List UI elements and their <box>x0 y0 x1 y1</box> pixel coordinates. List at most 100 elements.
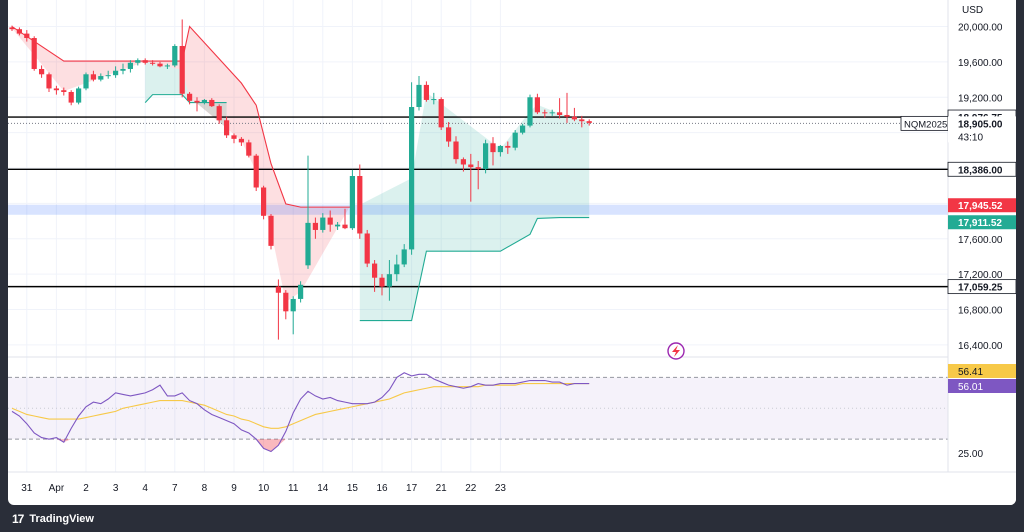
price-tick-label: 20,000.00 <box>958 23 1003 34</box>
candle-body <box>24 33 30 39</box>
candle-body <box>157 63 163 67</box>
candle-body <box>68 91 74 103</box>
zone-bottom-box <box>948 215 1016 230</box>
level-label-box <box>947 161 1016 177</box>
candle-body <box>497 145 503 153</box>
candle-body <box>61 90 67 92</box>
tradingview-brand[interactable]: 17 TradingView <box>12 512 94 526</box>
candle-body <box>557 112 563 115</box>
candle-body <box>416 84 422 108</box>
time-tick-label: 3 <box>113 483 119 494</box>
candle-body <box>379 277 385 287</box>
time-tick-label: 11 <box>288 483 299 494</box>
time-tick-label: 17 <box>406 483 418 494</box>
candle-body <box>46 74 52 89</box>
candle-body <box>201 99 207 103</box>
candle-body <box>305 222 311 266</box>
rsi-oversold-fill <box>12 439 590 452</box>
rsi-value-label: 56.41 <box>958 367 983 378</box>
candle-body <box>349 176 355 229</box>
candle-body <box>357 176 363 234</box>
candle-body <box>483 143 489 169</box>
candle-body <box>113 70 119 76</box>
candle-body <box>579 119 585 122</box>
candle-body <box>438 99 444 128</box>
level-label: 18,386.00 <box>958 165 1003 176</box>
candle-body <box>327 217 333 225</box>
candle-body <box>571 116 577 120</box>
time-tick-label: 2 <box>83 483 89 494</box>
candle-body <box>453 141 459 160</box>
supertrend-down-line <box>11 25 353 208</box>
lightning-icon[interactable] <box>667 342 685 360</box>
candle-body <box>564 114 570 117</box>
candle-body <box>401 249 407 265</box>
candle-body <box>120 68 126 71</box>
price-axis-bg <box>948 0 1016 505</box>
candle-body <box>275 286 281 293</box>
candle-body <box>246 142 252 156</box>
candle-body <box>460 159 466 165</box>
time-tick-label: 14 <box>317 483 329 494</box>
rsi-value-box <box>948 364 1016 378</box>
footer: 17 TradingView <box>0 505 1024 532</box>
candle-body <box>512 132 518 148</box>
time-tick-label: 10 <box>258 483 270 494</box>
supertrend-up-fill <box>145 61 227 128</box>
support-zone <box>8 204 948 215</box>
candle-body <box>549 112 555 114</box>
price-tick-label: 17,200.00 <box>958 270 1003 281</box>
candle-body <box>490 143 496 153</box>
candle-body <box>83 74 89 89</box>
rsi-tick-label: 25.00 <box>958 449 983 460</box>
candle-body <box>520 125 526 133</box>
zone-top-box <box>948 198 1016 213</box>
candle-body <box>342 224 348 229</box>
time-tick-label: 9 <box>231 483 237 494</box>
zone-top-label: 17,945.52 <box>958 201 1003 212</box>
rsi-signal-label: 56.01 <box>958 382 983 393</box>
time-tick-label: 22 <box>465 483 477 494</box>
countdown-label: 43:10 <box>958 132 983 143</box>
currency-label: USD <box>962 5 983 16</box>
candle-body <box>409 107 415 250</box>
supertrend-up-line-2 <box>359 217 590 322</box>
time-tick-label: 23 <box>495 483 507 494</box>
rsi-line <box>11 372 590 453</box>
candle-body <box>135 60 141 63</box>
candle-body <box>534 97 540 113</box>
candle-body <box>372 263 378 278</box>
candle-body <box>31 38 37 69</box>
candle-body <box>187 93 193 101</box>
price-chart[interactable]: USD 16,400.00 16,800.00 17,200.00 17,600.00 1… <box>8 0 1016 505</box>
candle-body <box>127 62 133 69</box>
time-tick-label: 7 <box>172 483 178 494</box>
chart-panel[interactable]: USD 16,400.00 16,800.00 17,200.00 17,600.00 1… <box>8 0 1016 505</box>
level-label: 17,059.25 <box>958 283 1003 294</box>
candle-body <box>16 29 22 34</box>
candle-body <box>586 121 592 123</box>
candle-body <box>238 138 244 143</box>
candle-body <box>320 217 326 230</box>
tradingview-logo-icon: 17 <box>12 512 24 526</box>
price-tick-label: 19,600.00 <box>958 58 1003 69</box>
lightning-bolt <box>672 345 680 357</box>
rsi-signal-box <box>948 379 1016 393</box>
last-price-box <box>948 116 1016 143</box>
candle-body <box>386 274 392 287</box>
time-tick-label: 4 <box>142 483 148 494</box>
candle-body <box>105 75 111 77</box>
candle-body <box>335 224 341 227</box>
candle-body <box>505 145 511 148</box>
time-tick-label: 15 <box>347 483 359 494</box>
candle-body <box>364 233 370 264</box>
time-tick-label: 21 <box>436 483 448 494</box>
candle-body <box>431 99 437 101</box>
candle-body <box>9 27 15 30</box>
candle-body <box>283 292 289 312</box>
candle-body <box>98 76 104 80</box>
candle-body <box>468 164 474 168</box>
price-tick-label: 16,800.00 <box>958 306 1003 317</box>
candle-body <box>261 187 267 216</box>
